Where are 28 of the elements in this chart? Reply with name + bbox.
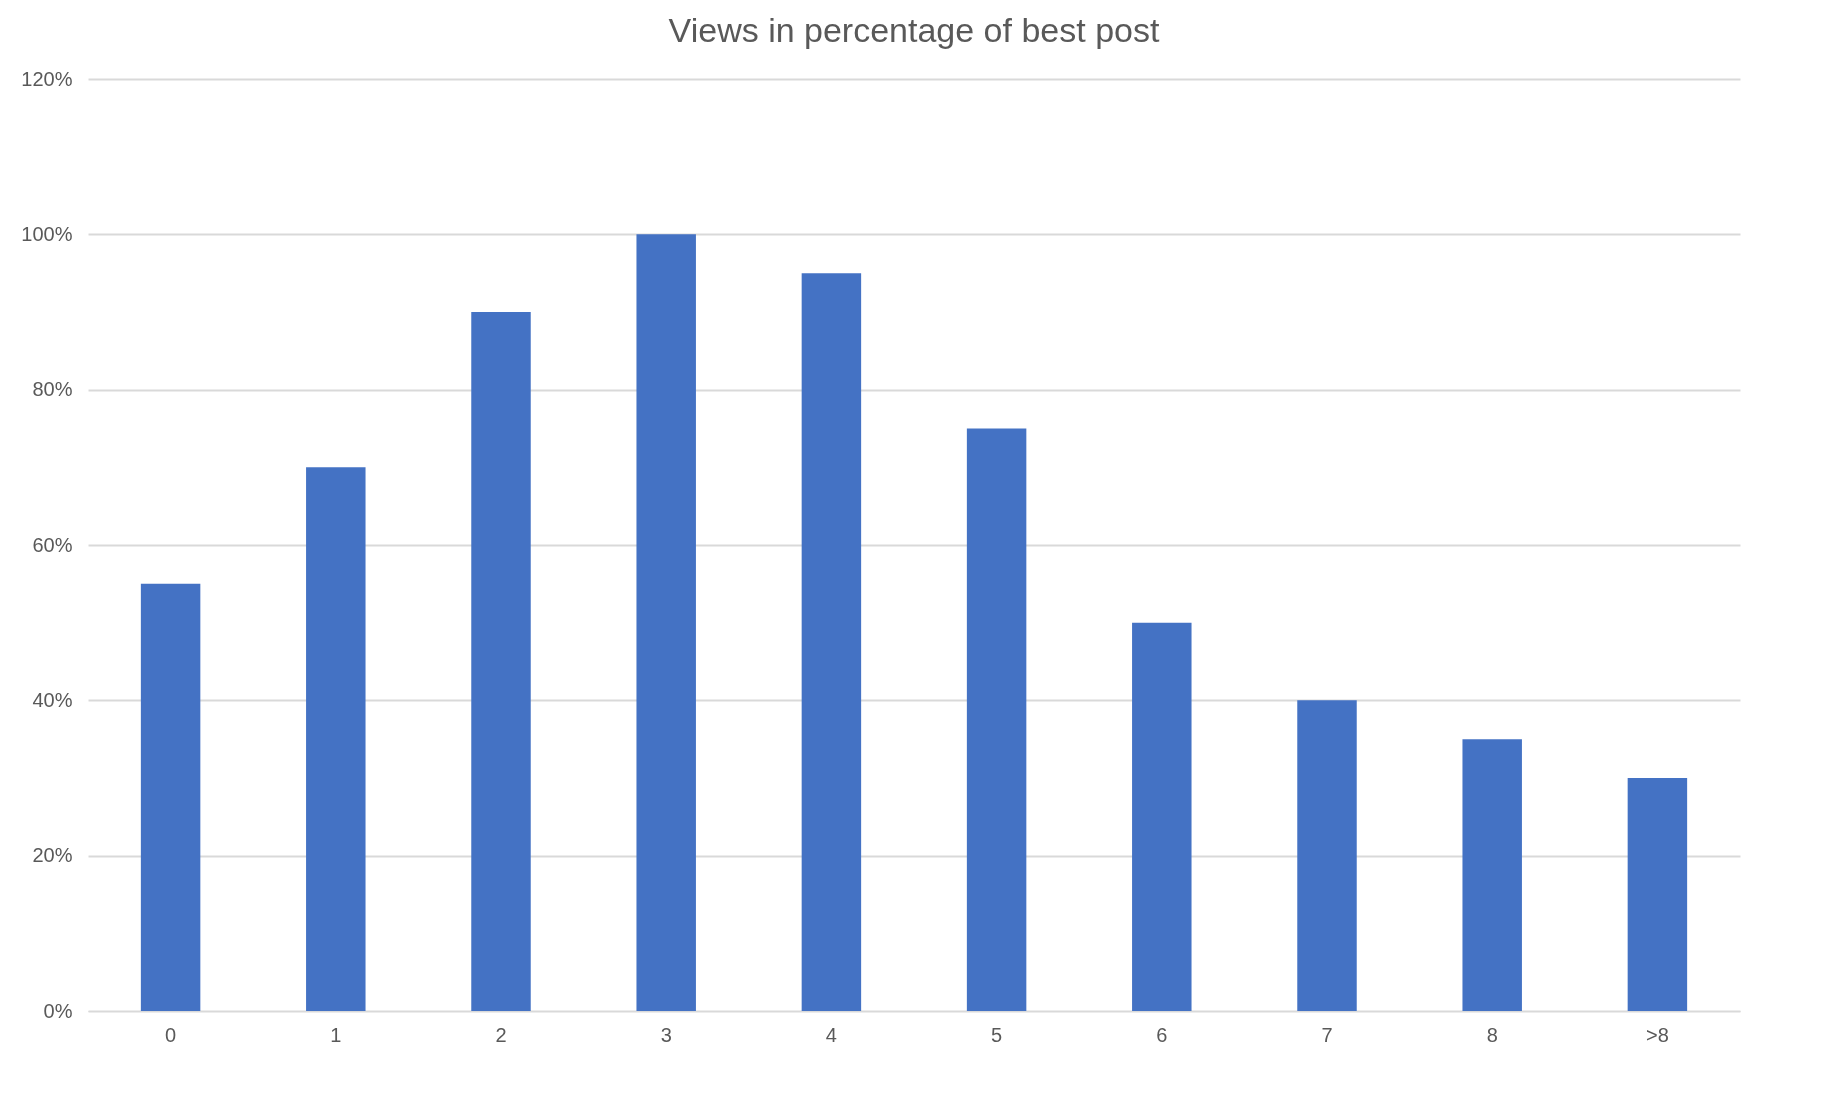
bar [1297,700,1357,1011]
x-tick-label: >8 [1645,1023,1669,1046]
x-tick-label: 8 [1486,1023,1498,1046]
x-tick-label: 0 [165,1023,177,1046]
x-tick-label: 2 [495,1023,507,1046]
bar [140,583,201,1011]
bar [801,273,862,1011]
y-tick-label: 80% [32,378,73,401]
y-tick-label: 20% [32,844,73,867]
y-tick-label: 40% [32,688,73,711]
x-tick-label: 3 [660,1023,672,1046]
y-tick-label: 0% [43,999,73,1022]
bar [1132,622,1192,1011]
bar [471,312,531,1011]
bar [306,467,366,1011]
bar [636,234,696,1011]
y-tick-label: 100% [21,222,73,245]
chart-title: Views in percentage of best post [668,11,1160,49]
y-tick-label: 120% [21,67,73,90]
bar [1627,778,1688,1011]
x-tick-label: 4 [825,1023,837,1046]
y-tick-label: 60% [32,533,73,556]
x-tick-label: 5 [991,1023,1003,1046]
x-tick-label: 1 [330,1023,342,1046]
x-tick-label: 6 [1156,1023,1168,1046]
x-tick-label: 7 [1321,1023,1333,1046]
bar [966,428,1027,1011]
bar [1462,739,1522,1011]
